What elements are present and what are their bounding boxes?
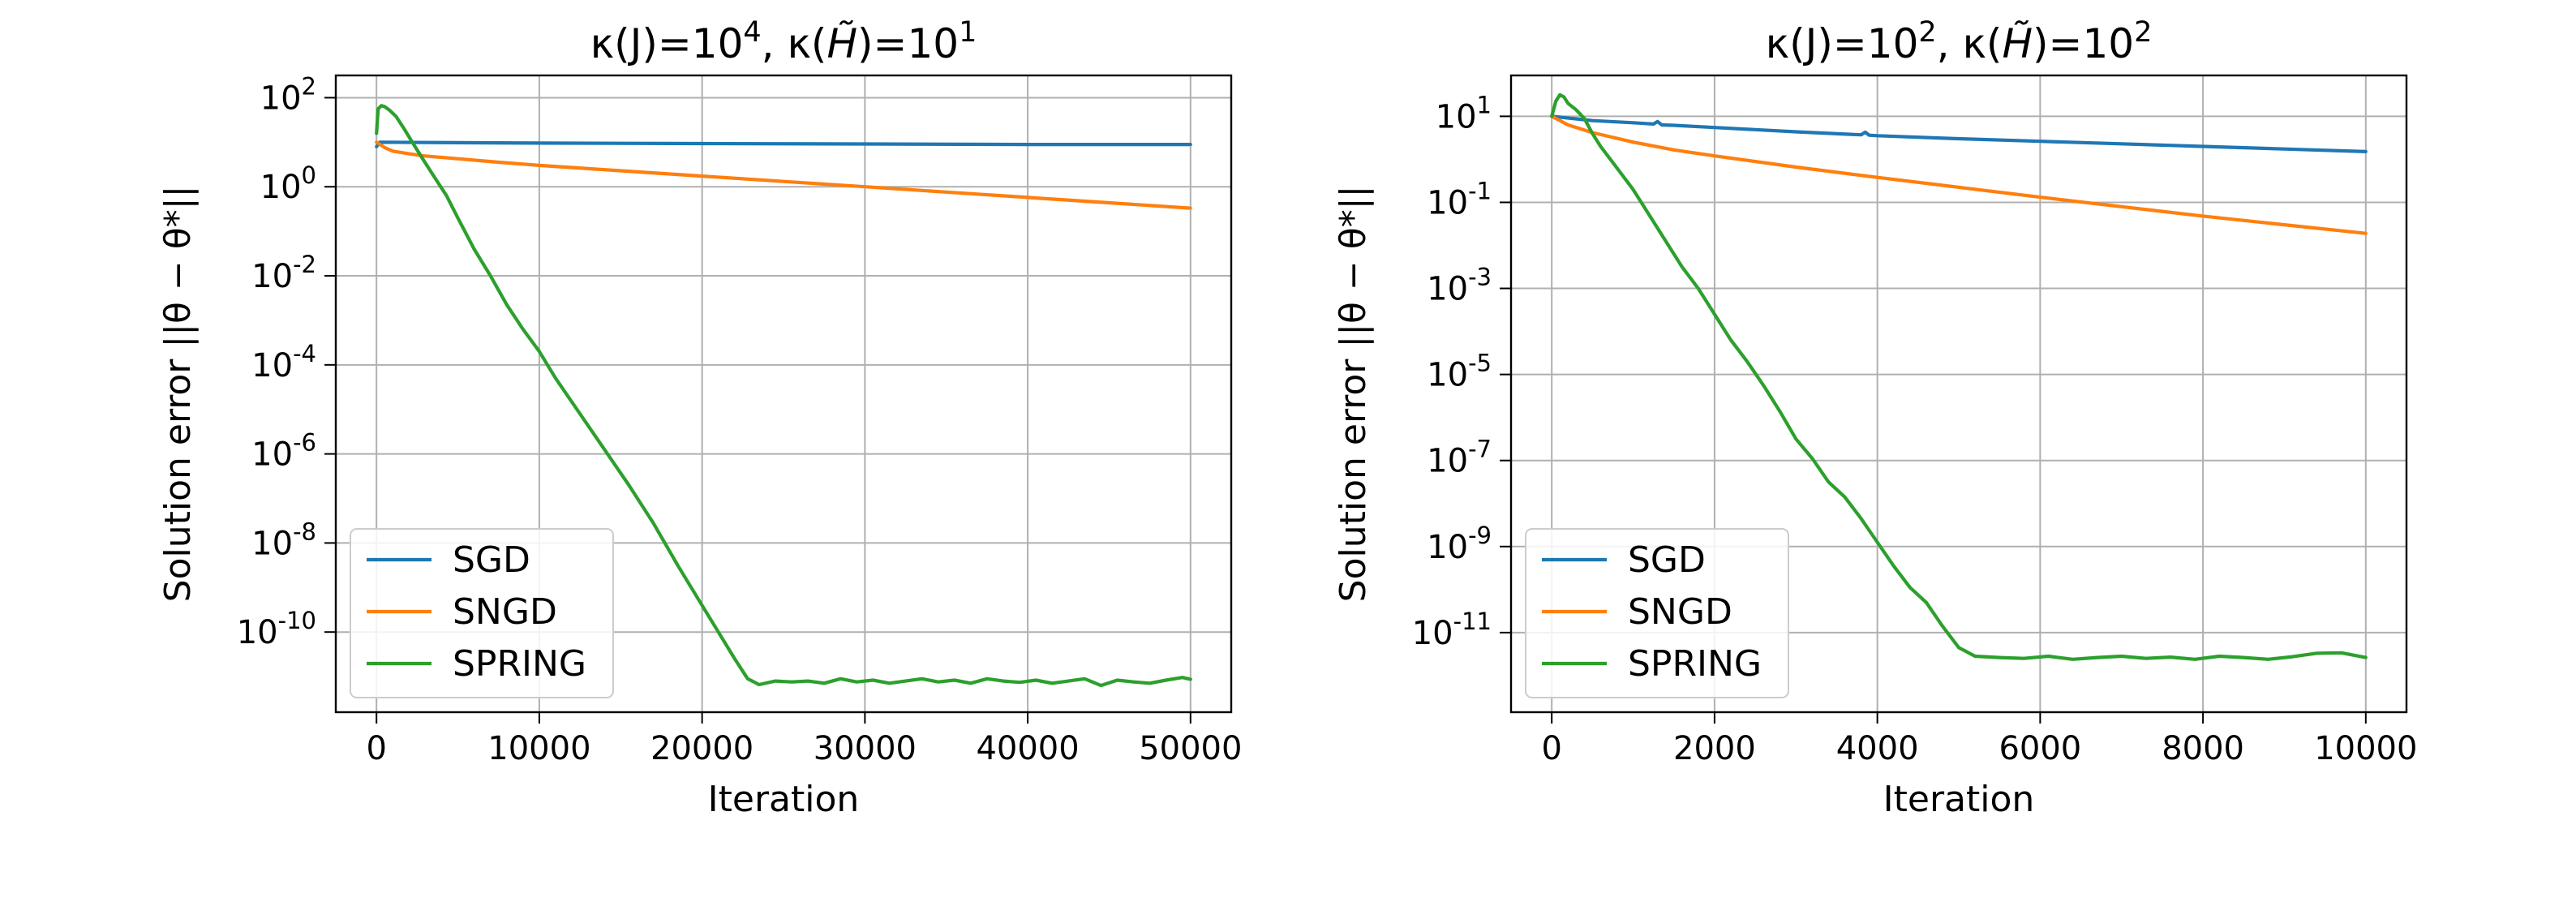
series-line-sgd — [1550, 114, 2368, 153]
legend-label-sngd: SNGD — [1628, 591, 1732, 633]
y-tick-exponent: -6 — [293, 429, 316, 457]
x-tick-label: 10000 — [2314, 730, 2417, 767]
chart-panel-2: 0 2000 4000 6000 8000 1000010110-110-310-510-… — [1333, 16, 2417, 820]
x-tick-label: 30000 — [814, 730, 917, 767]
y-tick-base: 10 — [251, 258, 293, 295]
chart-title: κ(J)=104, κ(H̃)=101 — [590, 16, 977, 67]
x-tick-label: 2000 — [1673, 730, 1756, 767]
y-tick-label: 10-3 — [1427, 264, 1492, 308]
legend: SGD SNGD SPRING — [1525, 528, 1789, 698]
title-text: , κ( — [762, 20, 827, 67]
x-tick-label: 0 — [1541, 730, 1561, 767]
y-tick-exponent: 1 — [1477, 91, 1492, 118]
y-tick-exponent: -2 — [293, 251, 316, 278]
x-tick-label: 50000 — [1139, 730, 1242, 767]
title-text: , κ( — [1937, 20, 2003, 67]
y-tick-exponent: -7 — [1468, 436, 1492, 463]
legend-label-sgd: SGD — [453, 539, 530, 581]
y-axis-title: Solution error ||θ − θ*|| — [157, 186, 199, 603]
y-tick-label: 10-6 — [251, 429, 316, 474]
series-line-spring — [1550, 92, 2368, 661]
y-tick-label: 10-9 — [1427, 522, 1492, 566]
y-tick-exponent: -1 — [1468, 177, 1492, 204]
y-tick-label: 10-7 — [1427, 436, 1492, 480]
x-tick-label: 40000 — [976, 730, 1079, 767]
y-tick-base: 10 — [1427, 271, 1468, 308]
y-tick-exponent: -4 — [293, 340, 316, 367]
legend-label-spring: SPRING — [1628, 643, 1762, 685]
y-tick-base: 10 — [1427, 443, 1468, 480]
y-tick-label: 10-5 — [1427, 350, 1492, 394]
title-text: κ(J)=10 — [590, 20, 744, 67]
title-exponent: 4 — [743, 16, 761, 49]
series-line-sngd — [375, 140, 1192, 210]
y-tick-base: 10 — [1427, 184, 1468, 221]
x-tick-label: 6000 — [1999, 730, 2081, 767]
title-text: H̃ — [826, 20, 857, 67]
plot-area-frame — [1509, 74, 2408, 714]
y-tick-exponent: 2 — [302, 72, 316, 100]
plot-area-frame — [334, 74, 1233, 714]
y-tick-exponent: 0 — [302, 161, 316, 189]
y-tick-exponent: -8 — [293, 518, 316, 545]
y-tick-label: 10-10 — [237, 607, 316, 651]
title-text: )=10 — [857, 20, 959, 67]
legend-label-sgd: SGD — [1628, 539, 1706, 581]
series-line-sngd — [1550, 114, 2368, 235]
y-tick-label: 10-4 — [251, 340, 316, 384]
x-tick-label: 20000 — [650, 730, 753, 767]
title-text: κ(J)=10 — [1766, 20, 1919, 67]
legend-box — [350, 528, 614, 698]
title-exponent: 1 — [959, 16, 977, 49]
x-tick-label: 4000 — [1836, 730, 1919, 767]
y-tick-label: 102 — [260, 72, 316, 117]
chart-title: κ(J)=102, κ(H̃)=102 — [1766, 16, 2153, 67]
y-tick-base: 10 — [251, 525, 293, 562]
y-tick-label: 100 — [260, 161, 316, 206]
x-tick-label: 0 — [366, 730, 386, 767]
title-text: )=10 — [2033, 20, 2134, 67]
y-tick-label: 101 — [1436, 91, 1492, 135]
x-tick-label: 8000 — [2162, 730, 2244, 767]
y-tick-base: 10 — [1427, 357, 1468, 394]
y-tick-exponent: -11 — [1453, 608, 1492, 635]
legend-label-sngd: SNGD — [453, 591, 557, 633]
y-tick-base: 10 — [260, 169, 302, 206]
y-tick-base: 10 — [237, 614, 278, 651]
y-tick-label: 10-11 — [1412, 608, 1492, 652]
title-text: H̃ — [2002, 20, 2033, 67]
y-tick-exponent: -5 — [1468, 350, 1492, 377]
y-tick-base: 10 — [251, 436, 293, 474]
y-tick-base: 10 — [1436, 98, 1477, 135]
chart-panel-1: 0 10000 20000 30000 40000 5000010210010-210-4… — [157, 16, 1242, 820]
series-line-sgd — [375, 140, 1192, 148]
title-exponent: 2 — [2134, 16, 2152, 49]
series-line-spring — [375, 104, 1192, 688]
y-tick-label: 10-2 — [251, 251, 316, 295]
y-axis-title: Solution error ||θ − θ*|| — [1333, 186, 1374, 603]
y-tick-base: 10 — [260, 79, 302, 117]
legend-label-spring: SPRING — [453, 643, 586, 685]
x-axis-title: Iteration — [708, 779, 860, 820]
y-tick-exponent: -3 — [1468, 264, 1492, 291]
x-axis-title: Iteration — [1883, 779, 2035, 820]
y-tick-exponent: -9 — [1468, 522, 1492, 549]
y-tick-label: 10-1 — [1427, 177, 1492, 221]
title-exponent: 2 — [1918, 16, 1936, 49]
legend-box — [1525, 528, 1789, 698]
legend: SGD SNGD SPRING — [350, 528, 614, 698]
y-tick-exponent: -10 — [278, 607, 316, 634]
y-tick-base: 10 — [251, 347, 293, 384]
y-tick-label: 10-8 — [251, 518, 316, 562]
y-tick-base: 10 — [1412, 615, 1453, 652]
y-tick-base: 10 — [1427, 529, 1468, 566]
x-tick-label: 10000 — [487, 730, 590, 767]
